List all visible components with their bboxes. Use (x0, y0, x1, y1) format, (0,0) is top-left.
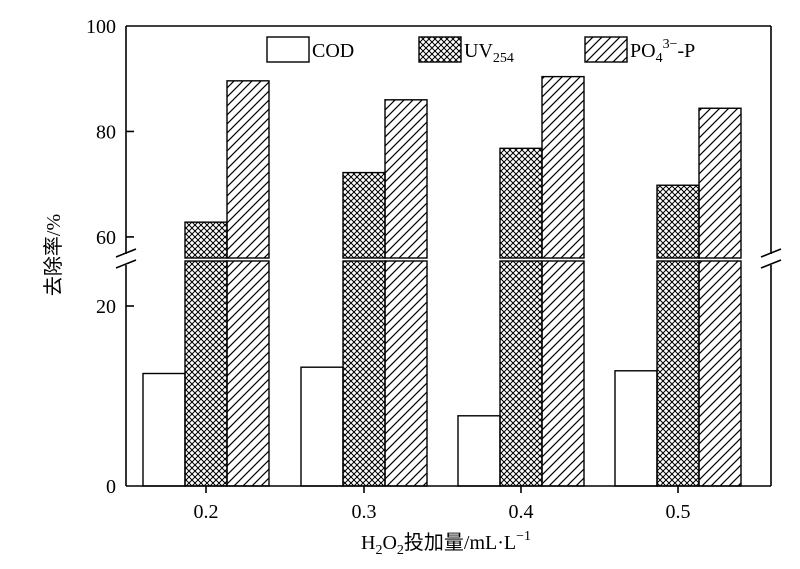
bar-uv254-0.3 (342, 171, 386, 259)
x-tick-label: 0.5 (666, 501, 691, 523)
bar-cod-0.3 (300, 366, 344, 487)
x-axis-title-part: O (382, 532, 396, 554)
bar-po43p-0.2 (226, 80, 270, 259)
bar-cod-0.4 (457, 415, 501, 487)
bar-po43p-0.5 (698, 107, 742, 259)
y-axis-title: 去除率/% (42, 214, 65, 296)
bar-uv254-0.2 (184, 221, 228, 259)
bar-uv254-0.2-lower (184, 260, 228, 487)
plot-frame (115, 25, 782, 487)
x-tick-label: 0.2 (194, 501, 219, 523)
bar-cod-0.2 (142, 372, 186, 487)
bar-po43p-0.3-lower (384, 260, 428, 487)
y-axis-ticks: 0 20 60 80 100 (86, 16, 134, 498)
y-tick-label: 80 (96, 121, 116, 143)
legend: COD UV254 PO43−-P (266, 36, 695, 66)
x-axis-title-part: 投加量/mL·L (404, 531, 516, 554)
bar-uv254-0.5-lower (656, 260, 700, 487)
right-axis-break-mark (760, 259, 782, 269)
bar-po43p-0.3 (384, 99, 428, 259)
y-tick-label: 20 (96, 296, 116, 318)
legend-label-cod: COD (312, 40, 354, 62)
x-axis-title-superscript: −1 (516, 529, 531, 544)
bar-po43p-0.4 (541, 75, 585, 259)
right-axis-break-mark (760, 248, 782, 258)
x-axis-ticks: 0.2 0.3 0.4 0.5 (194, 486, 691, 523)
x-tick-label: 0.3 (352, 501, 377, 523)
legend-label-uv254: UV254 (464, 40, 514, 66)
bar-uv254-0.4 (499, 147, 543, 259)
y-tick-label: 60 (96, 227, 116, 249)
x-axis-title-part: H (361, 532, 375, 554)
legend-swatch-po43p (584, 36, 628, 63)
bar-po43p-0.5-lower (698, 260, 742, 487)
y-tick-label: 100 (86, 16, 116, 38)
legend-label-po43p: PO43−-P (630, 37, 695, 66)
legend-swatch-cod (266, 36, 310, 63)
left-axis-break-mark (115, 248, 137, 258)
x-axis-title-subscript: 2 (397, 543, 404, 558)
x-axis-title-subscript: 2 (375, 543, 382, 558)
bar-po43p-0.4-lower (541, 260, 585, 487)
bar-uv254-0.3-lower (342, 260, 386, 487)
x-axis-title: H2O2投加量/mL·L−1 (361, 529, 531, 558)
bar-uv254-0.4-lower (499, 260, 543, 487)
legend-swatch-uv254 (418, 36, 462, 63)
bar-po43p-0.2-lower (226, 260, 270, 487)
bar-uv254-0.5 (656, 184, 700, 259)
bar-cod-0.5 (614, 370, 658, 487)
y-tick-label: 0 (106, 476, 116, 498)
left-axis-break-mark (115, 259, 137, 269)
bars (142, 75, 742, 487)
x-tick-label: 0.4 (509, 501, 534, 523)
